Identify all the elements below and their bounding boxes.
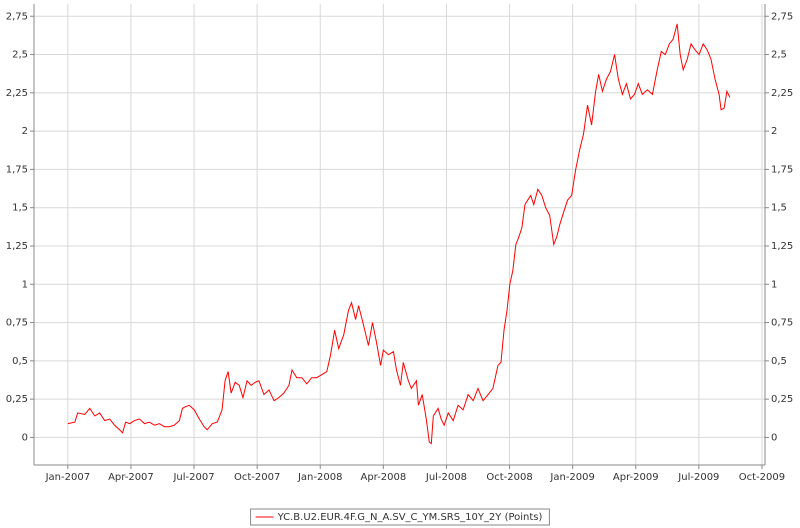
y2-tick-label: 0,75: [771, 318, 793, 329]
y-tick-label: 2,75: [6, 11, 28, 22]
x-tick-label: Oct-2008: [486, 472, 532, 483]
y2-tick-label: 2,5: [771, 50, 787, 61]
x-tick-label: Jul-2007: [172, 472, 214, 483]
y2-tick-label: 1: [771, 279, 777, 290]
x-tick-label: Apr-2009: [613, 472, 659, 483]
x-tick-label: Jan-2009: [549, 472, 594, 483]
y-tick-label: 0,5: [12, 356, 28, 367]
y-tick-label: 1,75: [6, 164, 28, 175]
y-tick-label: 2: [22, 126, 28, 137]
x-tick-label: Jul-2009: [677, 472, 719, 483]
y-tick-label: 1,5: [12, 203, 28, 214]
y2-tick-label: 0,25: [771, 394, 793, 405]
y2-tick-label: 0,5: [771, 356, 787, 367]
y-tick-label: 2,25: [6, 88, 28, 99]
y2-tick-label: 2,75: [771, 11, 793, 22]
y2-tick-label: 2,25: [771, 88, 793, 99]
plot-area: [34, 4, 765, 465]
x-tick-label: Jan-2007: [45, 472, 90, 483]
data-line: [67, 23, 731, 445]
y-tick-label: 0,25: [6, 394, 28, 405]
y-tick-label: 1,25: [6, 241, 28, 252]
x-tick-label: Apr-2007: [108, 472, 154, 483]
legend-label: YC.B.U2.EUR.4F.G_N_A.SV_C_YM.SRS_10Y_2Y …: [277, 512, 543, 523]
x-tick-label: Oct-2007: [234, 472, 280, 483]
legend-box: [250, 508, 550, 526]
y2-tick-label: 1,75: [771, 164, 793, 175]
x-tick-label: Jan-2008: [297, 472, 342, 483]
y-tick-label: 0,75: [6, 318, 28, 329]
x-tick-label: Oct-2009: [739, 472, 785, 483]
y2-tick-label: 1,5: [771, 203, 787, 214]
y2-tick-label: 1,25: [771, 241, 793, 252]
y2-tick-label: 0: [771, 432, 777, 443]
x-tick-label: Apr-2008: [360, 472, 406, 483]
x-tick-label: Jul-2008: [425, 472, 467, 483]
y-tick-label: 1: [22, 279, 28, 290]
y-tick-label: 0: [22, 432, 28, 443]
y-tick-label: 2,5: [12, 50, 28, 61]
y2-tick-label: 2: [771, 126, 777, 137]
